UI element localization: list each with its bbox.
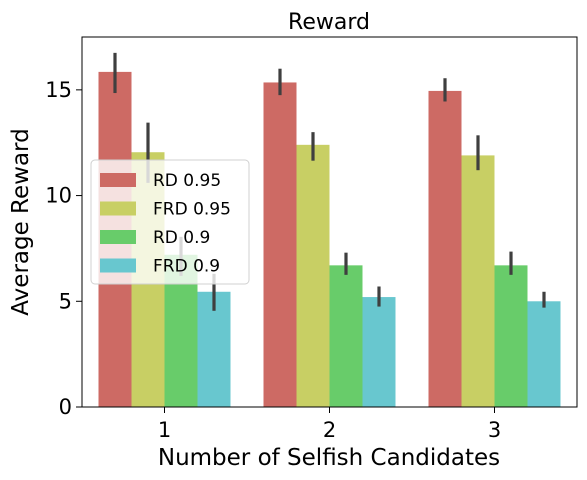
bar-rd-0-9-cat-2 xyxy=(329,265,363,407)
legend: RD 0.95 FRD 0.95 RD 0.9 FRD 0.9 xyxy=(90,159,250,285)
y-tick-label: 5 xyxy=(59,289,72,313)
bar-rd-0-95-cat-3 xyxy=(428,90,462,408)
plot-frame xyxy=(81,36,578,408)
y-tick-label: 10 xyxy=(45,184,72,208)
bar-frd-0-9-cat-2 xyxy=(362,297,396,407)
y-tick-label: 15 xyxy=(45,78,72,102)
bar-rd-0-9-cat-3 xyxy=(494,265,528,407)
legend-label: FRD 0.95 xyxy=(153,200,231,220)
legend-swatch xyxy=(100,230,136,244)
chart-title: Reward xyxy=(288,10,370,35)
y-tick-label: 0 xyxy=(59,395,72,419)
y-axis-ticks: 0 5 10 15 xyxy=(45,78,82,419)
x-tick-label: 3 xyxy=(488,418,501,442)
x-tick-label: 2 xyxy=(323,418,336,442)
bar-frd-0-9-cat-1 xyxy=(197,291,231,407)
bar-frd-0-9-cat-3 xyxy=(527,301,561,407)
legend-swatch xyxy=(100,258,136,273)
legend-label: FRD 0.9 xyxy=(153,257,220,277)
y-axis-label: Average Reward xyxy=(8,128,34,315)
bar-rd-0-95-cat-2 xyxy=(263,82,297,407)
bar-frd-0-95-cat-3 xyxy=(461,155,495,407)
legend-swatch xyxy=(100,173,136,187)
x-tick-label: 1 xyxy=(158,418,171,442)
legend-swatch xyxy=(100,201,136,216)
legend-box xyxy=(90,159,250,285)
bar-frd-0-95-cat-2 xyxy=(296,144,330,408)
x-axis-ticks: 1 2 3 xyxy=(158,407,501,442)
x-axis-label: Number of Selfish Candidates xyxy=(158,445,500,471)
legend-label: RD 0.9 xyxy=(153,228,210,248)
legend-label: RD 0.95 xyxy=(153,171,221,191)
